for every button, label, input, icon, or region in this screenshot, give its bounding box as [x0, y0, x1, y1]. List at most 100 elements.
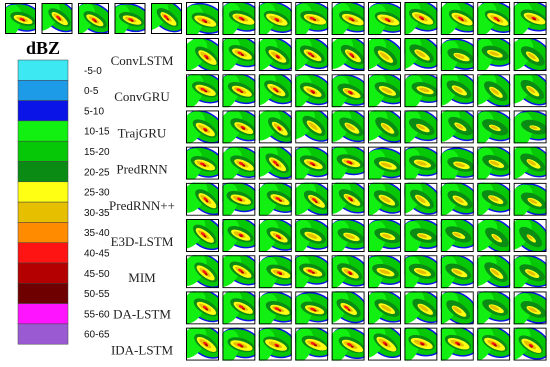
radar-thumbnail: [331, 255, 365, 289]
radar-thumbnail: [186, 2, 219, 35]
radar-thumbnail: [331, 2, 365, 35]
radar-thumbnail: [440, 327, 474, 361]
radar-thumbnail: [295, 74, 329, 108]
model-label: IDA-LSTM: [111, 343, 174, 358]
radar-thumbnail: [295, 38, 329, 71]
radar-thumbnail: [440, 38, 474, 71]
legend-label: -5-0: [84, 66, 102, 77]
legend-label: 10-15: [84, 127, 110, 138]
radar-thumbnail: [258, 2, 292, 35]
radar-thumbnail: [404, 38, 438, 71]
radar-thumbnail: [258, 74, 292, 108]
radar-thumbnail: [513, 74, 547, 108]
radar-thumbnail: [331, 182, 365, 216]
radar-thumbnail: [440, 219, 474, 252]
legend-swatch: [17, 120, 69, 142]
radar-thumbnail: [404, 291, 438, 325]
radar-thumbnail: [222, 74, 256, 108]
legend-label: 25-30: [84, 188, 110, 199]
radar-thumbnail: [513, 291, 547, 325]
legend-label: 45-50: [84, 269, 110, 280]
radar-thumbnail: [186, 327, 219, 361]
radar-thumbnail: [5, 3, 36, 34]
radar-thumbnail: [477, 146, 511, 180]
radar-thumbnail: [404, 219, 438, 252]
radar-thumbnail: [368, 146, 401, 180]
radar-thumbnail: [404, 74, 438, 108]
radar-thumbnail: [331, 291, 365, 325]
radar-thumbnail: [477, 219, 511, 252]
radar-thumbnail: [114, 3, 146, 34]
radar-thumbnail: [368, 74, 401, 108]
radar-thumbnail: [404, 327, 438, 361]
radar-thumbnail: [477, 182, 511, 216]
radar-thumbnail: [440, 110, 474, 144]
legend-swatch: [17, 303, 69, 325]
legend-swatch: [17, 283, 69, 304]
radar-thumbnail: [258, 327, 292, 361]
radar-thumbnail: [295, 291, 329, 325]
radar-thumbnail: [513, 2, 547, 35]
radar-thumbnail: [222, 110, 256, 144]
radar-thumbnail: [368, 219, 401, 252]
legend-swatch: [17, 100, 69, 122]
legend-label: 60-65: [84, 330, 110, 341]
radar-thumbnail: [258, 291, 292, 325]
radar-thumbnail: [222, 327, 256, 361]
legend-swatch: [17, 242, 69, 264]
radar-thumbnail: [331, 74, 365, 108]
radar-thumbnail: [295, 219, 329, 252]
legend-label: 40-45: [84, 248, 110, 259]
radar-thumbnail: [186, 38, 219, 71]
radar-thumbnail: [477, 2, 511, 35]
radar-thumbnail: [258, 255, 292, 289]
radar-thumbnail: [440, 182, 474, 216]
radar-thumbnail: [404, 110, 438, 144]
radar-thumbnail: [258, 219, 292, 252]
radar-thumbnail: [331, 38, 365, 71]
model-label: ConvLSTM: [111, 53, 174, 68]
legend-label: 20-25: [84, 167, 110, 178]
radar-thumbnail: [513, 182, 547, 216]
radar-thumbnail: [258, 146, 292, 180]
legend-swatch: [17, 80, 69, 101]
radar-thumbnail: [331, 327, 365, 361]
radar-thumbnail: [186, 182, 219, 216]
model-label: PredRNN: [116, 162, 168, 177]
radar-thumbnail: [222, 38, 256, 71]
legend-label: 55-60: [84, 309, 110, 320]
radar-thumbnail: [186, 255, 219, 289]
radar-thumbnail: [440, 255, 474, 289]
model-label: PredRNN++: [109, 198, 175, 213]
radar-thumbnail: [477, 255, 511, 289]
radar-thumbnail: [258, 38, 292, 71]
model-label: DA-LSTM: [113, 306, 171, 321]
radar-thumbnail: [258, 110, 292, 144]
radar-thumbnail: [477, 110, 511, 144]
radar-thumbnail: [368, 182, 401, 216]
radar-thumbnail: [404, 182, 438, 216]
radar-thumbnail: [368, 255, 401, 289]
model-label: TrajGRU: [118, 125, 167, 140]
radar-thumbnail: [513, 110, 547, 144]
legend-swatch: [17, 59, 69, 81]
legend-label: 50-55: [84, 289, 110, 300]
radar-thumbnail: [295, 146, 329, 180]
radar-thumbnail: [222, 182, 256, 216]
radar-thumbnail: [368, 327, 401, 361]
legend-swatch: [17, 161, 69, 183]
radar-thumbnail: [222, 219, 256, 252]
radar-thumbnail: [186, 219, 219, 252]
radar-thumbnail: [295, 182, 329, 216]
radar-thumbnail: [368, 291, 401, 325]
radar-thumbnail: [404, 255, 438, 289]
legend-swatch: [17, 323, 69, 345]
radar-thumbnail: [78, 3, 109, 34]
radar-thumbnail: [477, 291, 511, 325]
radar-thumbnail: [440, 146, 474, 180]
legend-label: 30-35: [84, 208, 110, 219]
radar-thumbnail: [477, 38, 511, 71]
legend-swatch: [17, 262, 69, 284]
radar-thumbnail: [440, 2, 474, 35]
